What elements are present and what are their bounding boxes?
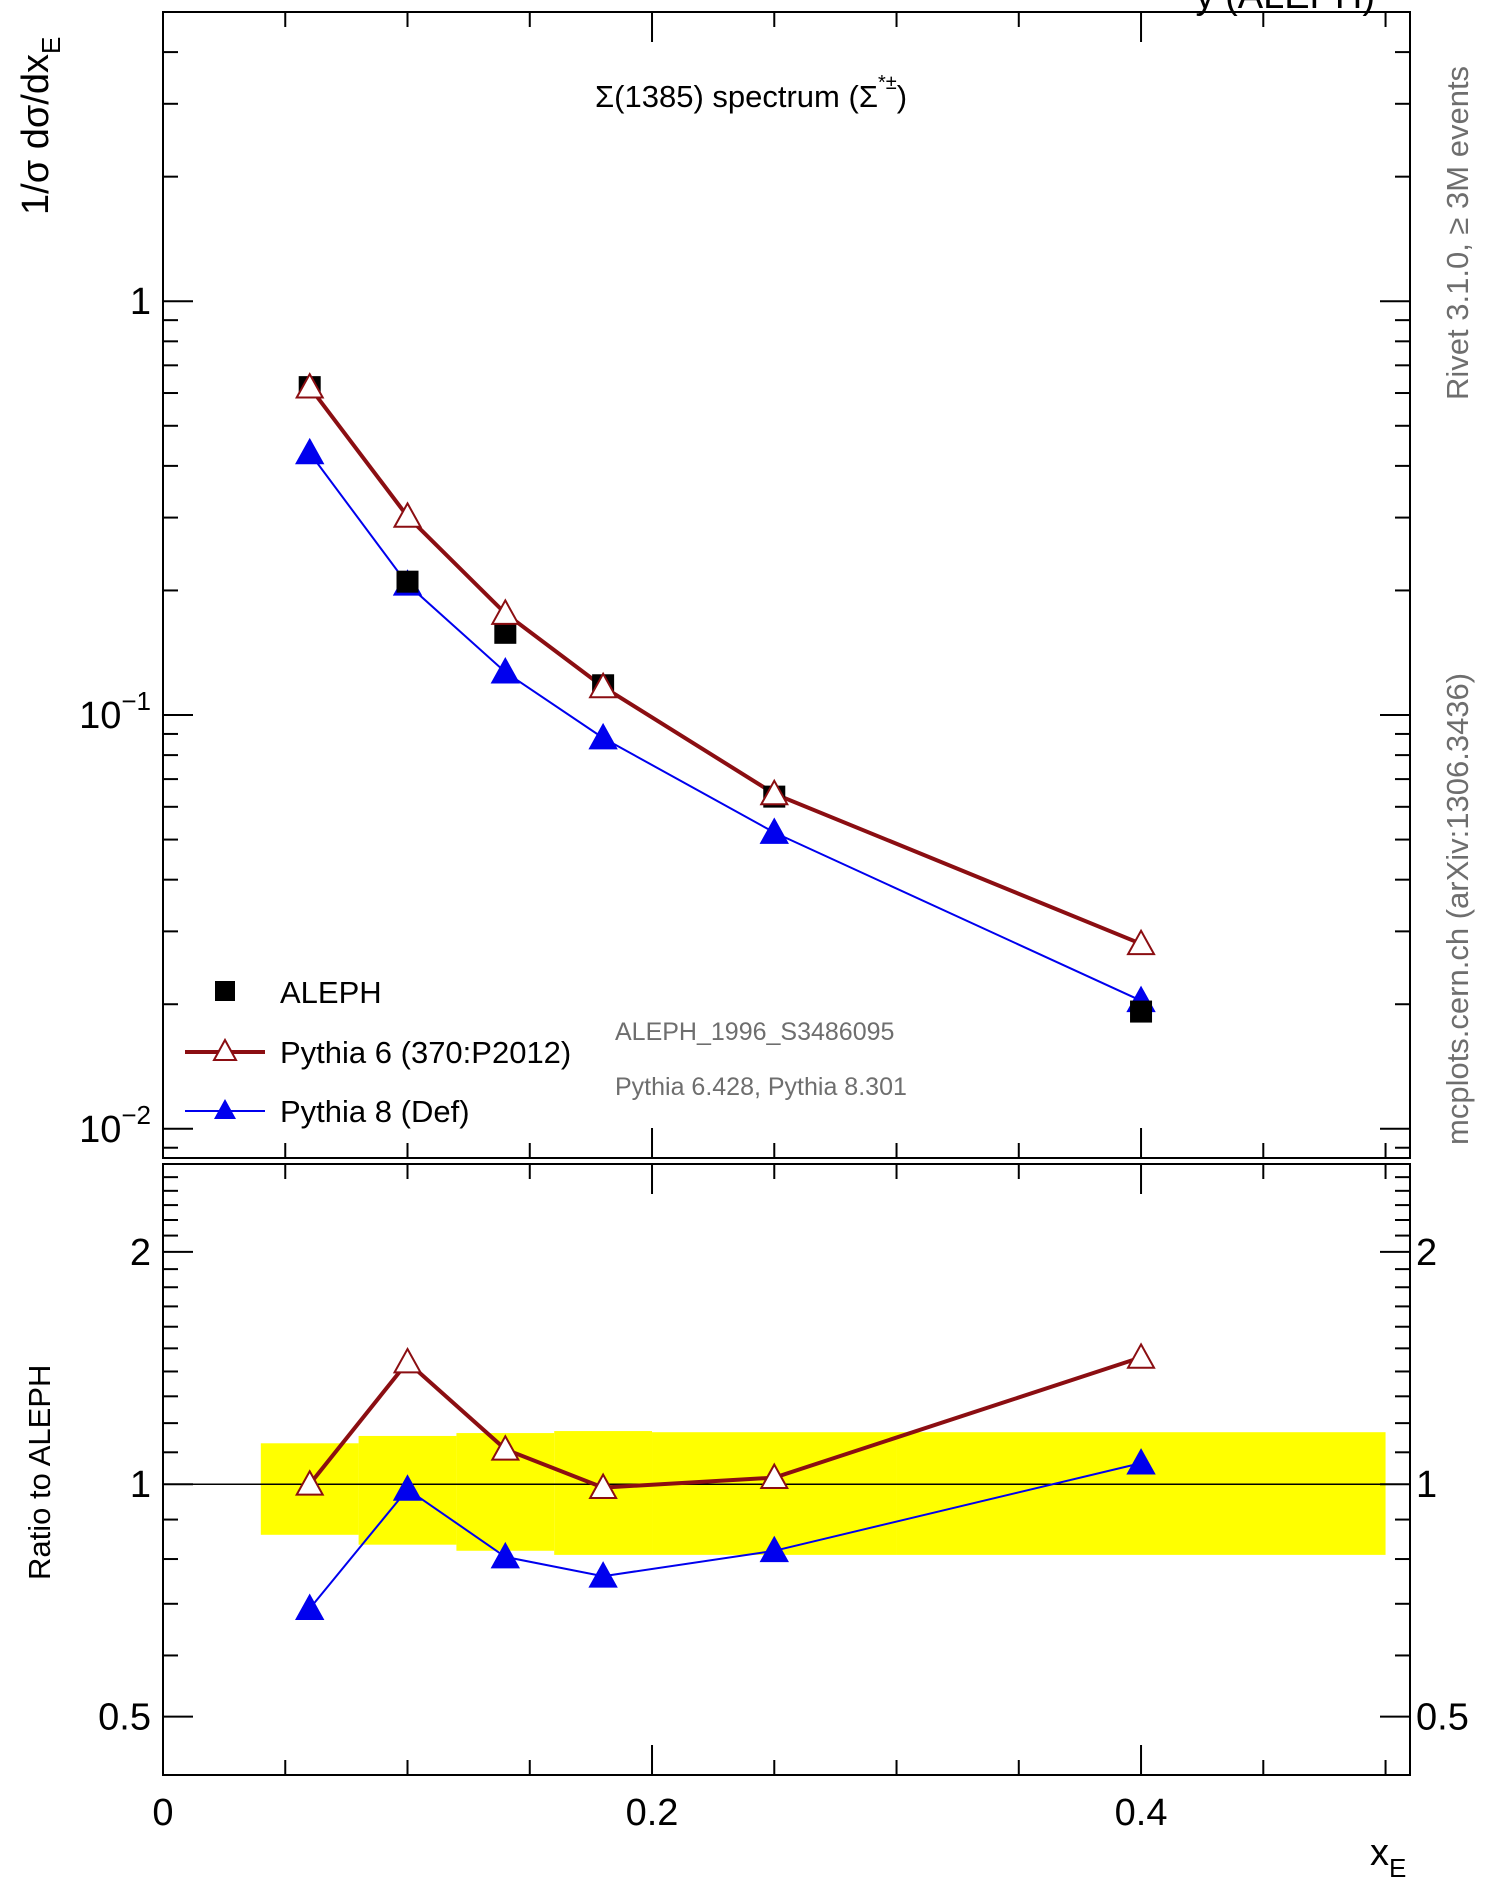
main-point-pythia6 [588,671,618,699]
legend-marker-filled-triangle [214,1099,236,1119]
main-point-aleph [396,570,419,593]
ratio-y-tick-label: 2 [130,1232,151,1274]
x-tick-label: 0.4 [1115,1792,1168,1834]
ratio-point-pythia8 [759,1535,789,1563]
main-point-pythia6 [392,501,423,528]
x-tick-label: 0.2 [626,1792,679,1834]
x-tick-label: 0 [152,1792,173,1834]
analysis-id-label: ALEPH_1996_S3486095 [615,1018,894,1046]
main-point-aleph [494,621,517,644]
main-y-axis-label: 1/σ dσ/dxE [15,37,66,215]
main-point-pythia8 [490,656,521,684]
legend-marker-square [215,981,235,1001]
generator-versions-label: Pythia 6.428, Pythia 8.301 [615,1073,907,1101]
main-panel: 1 10−1 10−2 [79,11,1411,1775]
ratio-point-pythia6 [1126,1342,1156,1369]
main-point-aleph [1130,1000,1153,1023]
legend-entry-pythia6: Pythia 6 (370:P2012) [185,1035,571,1070]
ratio-y-tick-label: 0.5 [98,1697,151,1739]
main-point-pythia6 [295,372,325,399]
ratio-y-tick-label-right: 0.5 [1416,1697,1469,1739]
ratio-point-pythia6 [490,1434,521,1461]
main-line-pythia8 [308,452,1142,1002]
main-y-tick-label: 10−2 [79,1100,151,1151]
main-point-pythia6 [490,598,521,625]
main-y-tick-label: 1 [130,281,151,323]
main-frame [162,11,1411,1159]
main-point-pythia8 [759,817,789,844]
legend-label-pythia6: Pythia 6 (370:P2012) [280,1035,571,1070]
legend: ALEPH Pythia 6 (370:P2012) Pythia 8 (Def… [185,975,571,1129]
main-point-pythia8 [295,437,325,465]
main-line-pythia6 [308,385,1142,946]
legend-label-pythia8: Pythia 8 (Def) [280,1094,470,1129]
ratio-point-pythia6 [588,1472,618,1500]
mcplots-source-label: mcplots.cern.ch (arXiv:1306.3436) [1440,673,1475,1145]
x-axis-label: xE [1370,1832,1406,1883]
legend-entry-pythia8: Pythia 8 (Def) [185,1094,470,1129]
ratio-y-tick-label-right: 1 [1416,1464,1437,1506]
ratio-point-pythia8 [1126,1448,1156,1475]
ratio-frame [162,1163,1411,1776]
legend-label-aleph: ALEPH [280,975,382,1010]
ratio-point-pythia6 [759,1462,789,1490]
rivet-version-label: Rivet 3.1.0, ≥ 3M events [1440,66,1475,400]
legend-marker-open-triangle [212,1037,238,1061]
main-point-pythia8 [588,722,618,750]
main-point-pythia6 [1126,928,1156,956]
ratio-point-pythia8 [490,1541,521,1569]
ratio-y-tick-label: 1 [130,1464,151,1506]
main-point-pythia6 [759,778,789,806]
ratio-line-pythia8 [308,1462,1142,1610]
ratio-line-pythia6 [308,1355,1142,1490]
ratio-y-tick-label-right: 2 [1416,1232,1437,1274]
ratio-y-axis-label: Ratio to ALEPH [22,1365,57,1580]
legend-entry-aleph: ALEPH [215,975,382,1010]
ratio-point-pythia8 [295,1593,325,1621]
ratio-point-pythia6 [392,1346,423,1374]
main-y-tick-label: 10−1 [79,686,151,737]
ratio-panel: 2 2 1 1 0.5 0.5 0 0.2 0.4 [98,1163,1469,1834]
clipped-header-text: y (ALEPH) [1196,0,1375,17]
ratio-point-pythia8 [392,1474,423,1501]
ratio-point-pythia6 [295,1469,325,1496]
ratio-point-pythia8 [588,1561,618,1588]
chart-title: Σ(1385) spectrum (Σ*±) [595,72,907,114]
